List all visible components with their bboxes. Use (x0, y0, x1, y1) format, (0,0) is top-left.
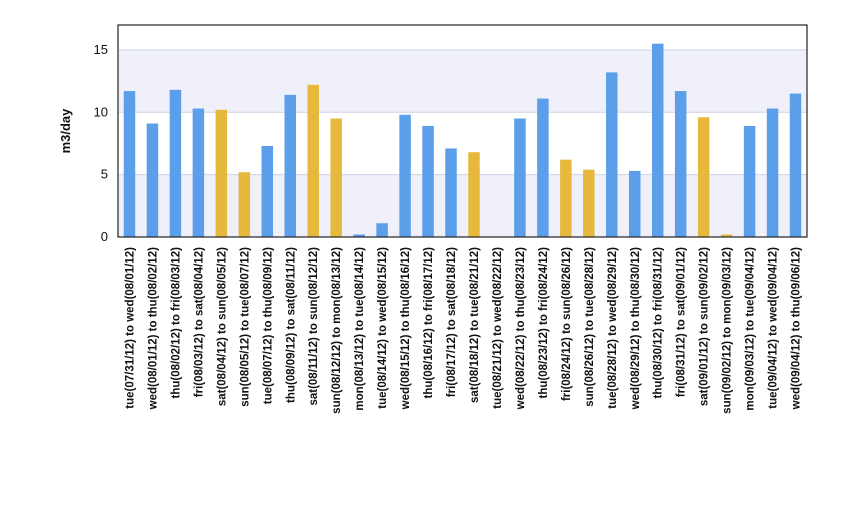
bars (123, 43, 802, 238)
bar (353, 234, 365, 237)
x-tick-label: tue(08/07/12) to thu(08/09/12) (262, 247, 274, 404)
y-axis-label: m3/day (58, 108, 73, 154)
x-tick-label: wed(08/15/12) to thu(08/16/12) (400, 247, 412, 411)
bar (514, 118, 526, 237)
x-tick-label: tue(08/28/12) to wed(08/29/12) (607, 247, 619, 409)
y-tick-label: 5 (101, 167, 108, 182)
x-tick-label: sat(08/11/12) to sun(08/12/12) (308, 247, 320, 406)
bar (697, 117, 710, 237)
bar (261, 145, 274, 237)
x-tick-label: fri(08/24/12) to sun(08/26/12) (561, 247, 573, 401)
bar (146, 123, 159, 237)
bar (606, 72, 618, 237)
bar (651, 43, 664, 237)
bar (743, 126, 756, 237)
x-tick-label: thu(08/16/12) to fri(08/17/12) (423, 247, 435, 399)
bar (123, 91, 136, 237)
x-tick-label: tue(08/21/12) to wed(08/22/12) (492, 247, 504, 409)
x-tick-label: sun(08/05/12) to tue(08/07/12) (239, 247, 251, 407)
bar (789, 93, 802, 238)
x-tick-label: sat(08/18/12) to tue(08/21/12) (469, 247, 481, 403)
y-tick-labels: 0 5 10 15 (94, 42, 108, 244)
bar (238, 172, 251, 237)
grid-lines (118, 49, 807, 176)
axes (117, 24, 808, 238)
x-tick-label: mon(09/03/12) to tue(09/04/12) (745, 247, 757, 411)
bar (766, 108, 779, 237)
bar (399, 114, 411, 237)
x-tick-label: tue(07/31/12) to wed(08/01/12) (124, 247, 136, 409)
x-tick-label: thu(08/30/12) to fri(08/31/12) (653, 247, 665, 399)
bar (215, 109, 228, 237)
bar (468, 152, 480, 237)
bar (169, 89, 182, 237)
x-tick-label: sun(08/26/12) to tue(08/28/12) (584, 247, 596, 407)
x-tick-label: tue(08/14/12) to wed(08/15/12) (377, 247, 389, 409)
x-tick-label: wed(08/22/12) to thu(08/23/12) (515, 247, 527, 411)
x-tick-label: wed(08/29/12) to thu(08/30/12) (630, 247, 642, 411)
x-tick-label: sat(09/01/12) to sun(09/02/12) (699, 247, 711, 406)
x-tick-label: sun(08/12/12) to mon(08/13/12) (331, 247, 343, 414)
bar (560, 159, 572, 237)
plot-background (118, 25, 807, 237)
bar (720, 234, 733, 237)
x-tick-label: tue(09/04/12) to wed(09/04/12) (768, 247, 780, 409)
bar (376, 223, 388, 237)
x-tick-label: mon(08/13/12) to tue(08/14/12) (354, 247, 366, 411)
plot-frame (117, 24, 808, 238)
bar (307, 84, 319, 237)
y-tick-label: 15 (94, 42, 108, 57)
x-tick-label: thu(08/23/12) to fri(08/24/12) (538, 247, 550, 399)
x-tick-label: fri(08/03/12) to sat(08/04/12) (193, 247, 205, 397)
x-tick-label: thu(08/09/12) to sat(08/11/12) (285, 247, 297, 403)
bar (422, 126, 434, 237)
bar (629, 170, 641, 237)
y-tick-label: 0 (101, 229, 108, 244)
y-tick-label: 10 (94, 104, 108, 119)
x-tick-label: sat(08/04/12) to sun(08/05/12) (216, 247, 228, 406)
grid-band (118, 174, 807, 237)
x-tick-labels: tue(07/31/12) to wed(08/01/12) wed(08/01/… (124, 247, 802, 414)
x-tick-label: sun(09/02/12) to mon(09/03/12) (722, 247, 734, 414)
bar (192, 108, 205, 237)
x-tick-label: fri(08/31/12) to sat(09/01/12) (676, 247, 688, 397)
x-tick-label: wed(08/01/12) to thu(08/02/12) (147, 247, 159, 411)
x-tick-label: fri(08/17/12) to sat(08/18/12) (446, 247, 458, 397)
x-tick-label: wed(09/04/12) to thu(09/06/12) (791, 247, 803, 411)
grid-band (118, 49, 807, 113)
x-tick-label: thu(08/02/12) to fri(08/03/12) (170, 247, 182, 399)
bar (445, 148, 457, 237)
bar (284, 94, 296, 237)
bar (537, 98, 549, 237)
bar (674, 91, 687, 237)
bar (330, 118, 342, 237)
bar (583, 169, 595, 237)
